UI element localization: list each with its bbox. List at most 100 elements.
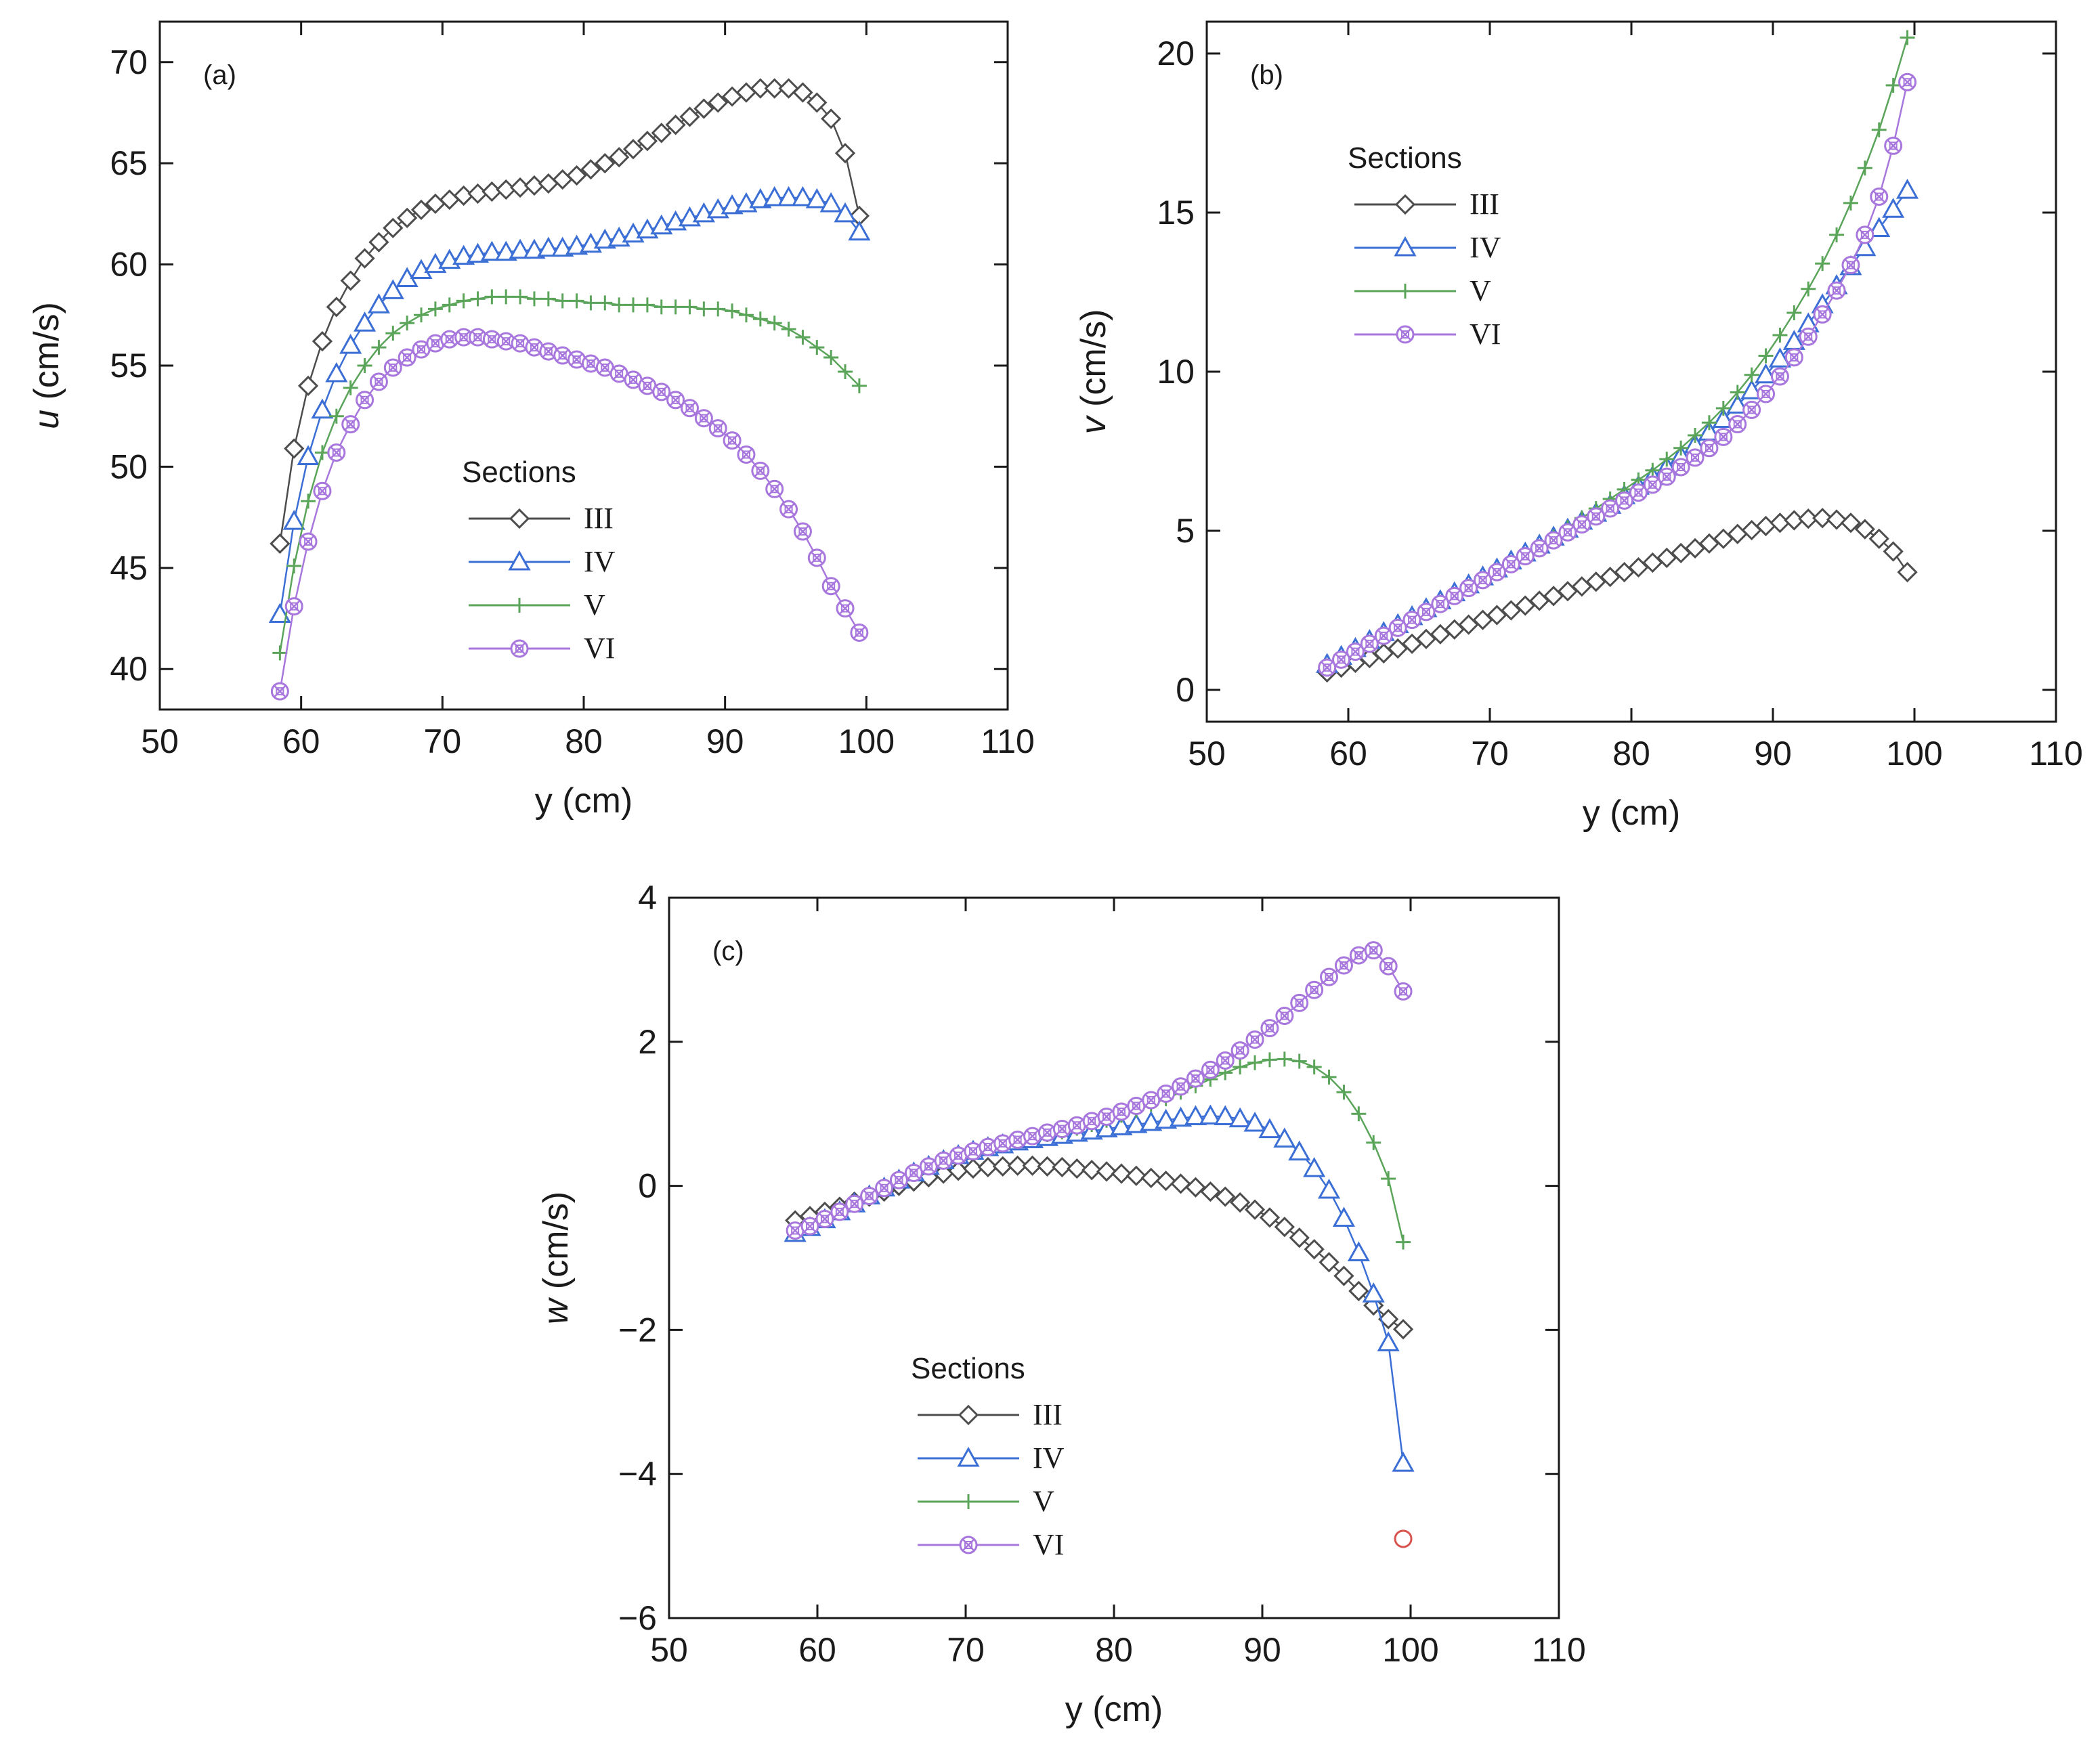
data-point-iv	[1169, 1106, 1193, 1127]
data-point-vi	[1431, 594, 1450, 613]
data-point-vi	[949, 1146, 968, 1165]
data-point-vi	[1671, 458, 1690, 477]
data-point-v	[414, 307, 429, 323]
data-point-iv	[325, 362, 348, 383]
data-point-v	[1715, 401, 1731, 416]
x-tick-label: 60	[282, 722, 320, 760]
data-point-vi	[412, 340, 431, 359]
x-tick-label: 60	[798, 1631, 836, 1669]
panel-b-series-iii	[1316, 508, 1918, 683]
data-point-iii	[1840, 513, 1862, 533]
data-point-iii	[1304, 1239, 1325, 1260]
data-point-iv	[1317, 1178, 1341, 1199]
data-point-iv	[1377, 1331, 1400, 1352]
data-point-vi	[1201, 1060, 1220, 1079]
x-tick-label: 90	[1243, 1631, 1281, 1669]
data-point-vi	[836, 599, 855, 618]
data-point-v	[385, 326, 401, 341]
x-tick-label: 100	[1886, 735, 1942, 772]
data-point-vi	[1898, 72, 1917, 91]
data-point-vi	[1082, 1112, 1101, 1131]
data-point-vi	[1487, 563, 1506, 582]
data-point-v	[1701, 415, 1717, 431]
data-point-vi	[1037, 1123, 1056, 1142]
data-point-vi	[1394, 982, 1413, 1001]
data-point-iv	[1243, 1111, 1266, 1132]
x-tick-label: 70	[947, 1631, 985, 1669]
legend-marker-vi	[510, 639, 529, 658]
y-tick-label: 65	[110, 144, 148, 182]
data-point-v	[1900, 30, 1915, 45]
data-point-iii	[312, 331, 333, 352]
data-point-vi	[979, 1137, 998, 1156]
data-point-vi	[1445, 586, 1464, 605]
data-point-iii	[1392, 1319, 1414, 1340]
data-point-iii	[580, 159, 601, 180]
data-point-v	[767, 315, 782, 331]
data-point-iv	[1362, 1282, 1385, 1303]
data-point-iv	[834, 202, 857, 223]
legend-marker-v	[1398, 284, 1413, 299]
data-point-iii	[1230, 1192, 1251, 1213]
data-point-vi	[919, 1157, 938, 1176]
data-point-iv	[268, 603, 291, 624]
data-point-v	[540, 291, 556, 307]
data-point-vi	[652, 383, 671, 401]
y-tick-label: 50	[110, 448, 148, 485]
data-point-v	[442, 297, 457, 313]
x-tick-label: 70	[424, 722, 462, 760]
data-point-vi	[830, 1202, 849, 1221]
data-point-vi	[1459, 579, 1478, 598]
data-point-vi	[1501, 554, 1520, 573]
data-point-v	[400, 315, 415, 331]
legend-title: Sections	[911, 1352, 1025, 1385]
data-point-iv	[777, 186, 800, 206]
data-point-vi	[1615, 491, 1634, 510]
data-point-vi	[341, 415, 360, 434]
data-point-vi	[270, 682, 289, 701]
data-point-iii	[1037, 1156, 1058, 1177]
legend-entry-vi: VI	[584, 632, 615, 665]
data-point-v	[470, 291, 486, 307]
data-point-v	[526, 291, 542, 307]
x-tick-label: 110	[1532, 1631, 1586, 1669]
legend-marker-iv	[1394, 236, 1417, 257]
panel-c: 50 60 70 80 90 100 110 −6 −4 −2 0 2 4 y (cm) w (cm/s) (…	[536, 879, 1586, 1729]
data-point-iii	[410, 199, 432, 221]
data-point-vi	[845, 1194, 864, 1213]
legend-marker-iii	[509, 508, 530, 529]
x-tick-label: 110	[981, 722, 1035, 760]
data-point-v	[597, 295, 613, 311]
data-point-v	[1262, 1052, 1277, 1068]
data-point-vi	[751, 461, 770, 480]
legend: Sections III IV V VI	[911, 1352, 1065, 1561]
data-point-v	[1730, 385, 1745, 400]
data-point-v	[301, 494, 316, 509]
data-point-vi	[1770, 367, 1789, 386]
data-point-v	[328, 408, 344, 424]
data-point-iii	[834, 143, 856, 164]
data-point-iv	[297, 445, 320, 465]
data-point-vi	[1067, 1116, 1086, 1135]
x-tick-label: 60	[1329, 735, 1367, 772]
panel-label: (c)	[712, 936, 744, 966]
legend-entry-iii: III	[1033, 1398, 1063, 1431]
data-point-vi	[1334, 956, 1353, 975]
data-point-iv	[763, 186, 786, 206]
data-point-iv	[1726, 393, 1749, 414]
data-point-iii	[1868, 528, 1889, 549]
y-tick-label: 0	[638, 1167, 657, 1205]
data-point-iii	[1770, 513, 1791, 533]
data-point-iv	[1712, 408, 1735, 428]
data-point-v	[752, 311, 768, 327]
data-point-iv	[1332, 1206, 1356, 1227]
data-point-v	[1321, 1069, 1337, 1085]
data-point-iv	[1895, 179, 1919, 199]
data-point-iv	[1754, 363, 1778, 384]
data-point-iv	[805, 188, 828, 209]
data-point-vi	[1097, 1107, 1116, 1126]
data-point-iv	[1392, 1452, 1415, 1472]
x-tick-label: 80	[1095, 1631, 1133, 1669]
data-point-vi	[1364, 941, 1383, 960]
data-point-vi	[1052, 1120, 1071, 1139]
